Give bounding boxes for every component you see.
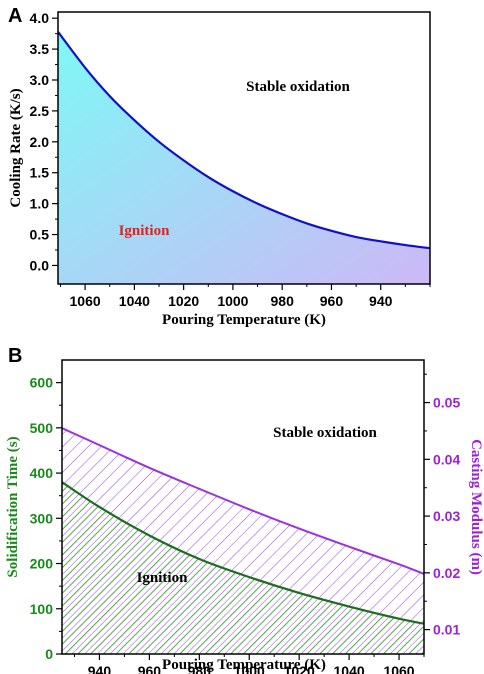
panel-b-y2-tick-label: 0.01 <box>433 622 460 638</box>
panel-b-area-fill <box>62 428 424 654</box>
panel-b-y-tick-label: 100 <box>30 601 54 617</box>
panel-b-x-axis-title: Pouring Temperature (K) <box>162 657 326 673</box>
panel-a-annotation-ignition: Ignition <box>119 223 171 239</box>
panel-b-annotation-ignition: Ignition <box>137 570 189 586</box>
panel-a-y-tick-label: 2.0 <box>30 134 50 150</box>
panel-a-letter: A <box>8 5 22 27</box>
panel-b-x-tick-label: 1020 <box>284 663 315 674</box>
panel-b-y2-tick-label: 0.02 <box>433 565 460 581</box>
panel-a-x-ticks: 1060 1040 1020 1000 980 960 940 <box>59 284 431 309</box>
panel-b-y2-tick-label: 0.03 <box>433 508 460 524</box>
panel-a-annotation-stable: Stable oxidation <box>246 79 350 95</box>
panel-b-x-tick-label: 940 <box>88 663 112 674</box>
panel-b-series <box>62 427 424 625</box>
panel-a-y-tick-label: 1.0 <box>30 196 50 212</box>
panel-a-x-tick-label: 940 <box>369 293 393 309</box>
panel-a-series-line <box>58 31 430 250</box>
panel-b-x-tick-label: 980 <box>188 663 212 674</box>
panel-a-y-tick-label: 2.5 <box>30 103 50 119</box>
panel-b-ignition-region <box>62 482 424 654</box>
panel-b-y-tick-label: 0 <box>45 646 53 662</box>
panel-a-x-tick-label: 1060 <box>70 293 101 309</box>
panel-b-y-tick-label: 600 <box>30 375 54 391</box>
panel-a-y-tick-label: 1.5 <box>30 165 50 181</box>
panel-a-y-ticks: 0.0 0.5 1.0 1.5 2.0 2.5 3.0 3.5 4.0 <box>30 10 58 273</box>
panel-a-frame <box>57 11 431 285</box>
panel-b-letter: B <box>8 345 22 367</box>
panel-b-y2-ticks: 0.01 0.02 0.03 0.04 0.05 <box>424 373 460 638</box>
panel-b-annotation-stable: Stable oxidation <box>273 425 377 441</box>
panel-a-y-tick-label: 4.0 <box>30 10 50 26</box>
panel-a: A 1060 1040 1020 1000 980 960 940 0.0 0.5 1.0 1.5… <box>8 5 431 328</box>
panel-b-y-tick-label: 500 <box>30 420 54 436</box>
panel-a-y-tick-label: 0.0 <box>30 257 50 273</box>
panel-a-y-axis-title: Cooling Rate (K/s) <box>8 88 24 207</box>
panel-a-series <box>58 31 430 250</box>
panel-a-y-tick-label: 3.5 <box>30 41 50 57</box>
panel-b-x-tick-label: 1060 <box>383 663 414 674</box>
panel-b-solidification-line <box>62 481 424 625</box>
panel-a-x-tick-label: 1040 <box>119 293 150 309</box>
panel-b-x-tick-label: 1000 <box>234 663 265 674</box>
panel-a-ignition-region <box>58 31 430 284</box>
panel-b-y-axis-title: Solidification Time (s) <box>5 436 21 577</box>
panel-b-y-tick-label: 200 <box>30 556 54 572</box>
panel-b-frame <box>61 359 425 655</box>
panel-a-x-tick-label: 1000 <box>217 293 248 309</box>
panel-a-area-fill <box>58 31 430 284</box>
panel-a-x-tick-label: 1020 <box>168 293 199 309</box>
panel-b: B 940 960 980 1000 1020 1040 1060 0 100 200 300 40… <box>5 345 484 674</box>
panel-b-y-tick-label: 300 <box>30 510 54 526</box>
panel-b-x-tick-label: 960 <box>138 663 162 674</box>
panel-a-y-tick-label: 0.5 <box>30 227 50 243</box>
panel-b-y2-tick-label: 0.05 <box>433 395 460 411</box>
panel-b-x-ticks: 940 960 980 1000 1020 1040 1060 <box>73 654 425 674</box>
panel-b-y-tick-label: 400 <box>30 465 54 481</box>
panel-b-y2-tick-label: 0.04 <box>433 451 460 467</box>
panel-b-y-ticks: 0 100 200 300 400 500 600 <box>30 375 62 662</box>
panel-a-x-axis-title: Pouring Temperature (K) <box>162 312 326 328</box>
panel-a-x-tick-label: 980 <box>271 293 295 309</box>
panel-a-y-tick-label: 3.0 <box>30 72 50 88</box>
panel-b-y2-axis-title: Casting Modulus (m) <box>468 439 484 575</box>
panel-b-x-tick-label: 1040 <box>334 663 365 674</box>
panel-b-modulus-line <box>62 427 424 575</box>
panel-a-x-tick-label: 960 <box>320 293 344 309</box>
